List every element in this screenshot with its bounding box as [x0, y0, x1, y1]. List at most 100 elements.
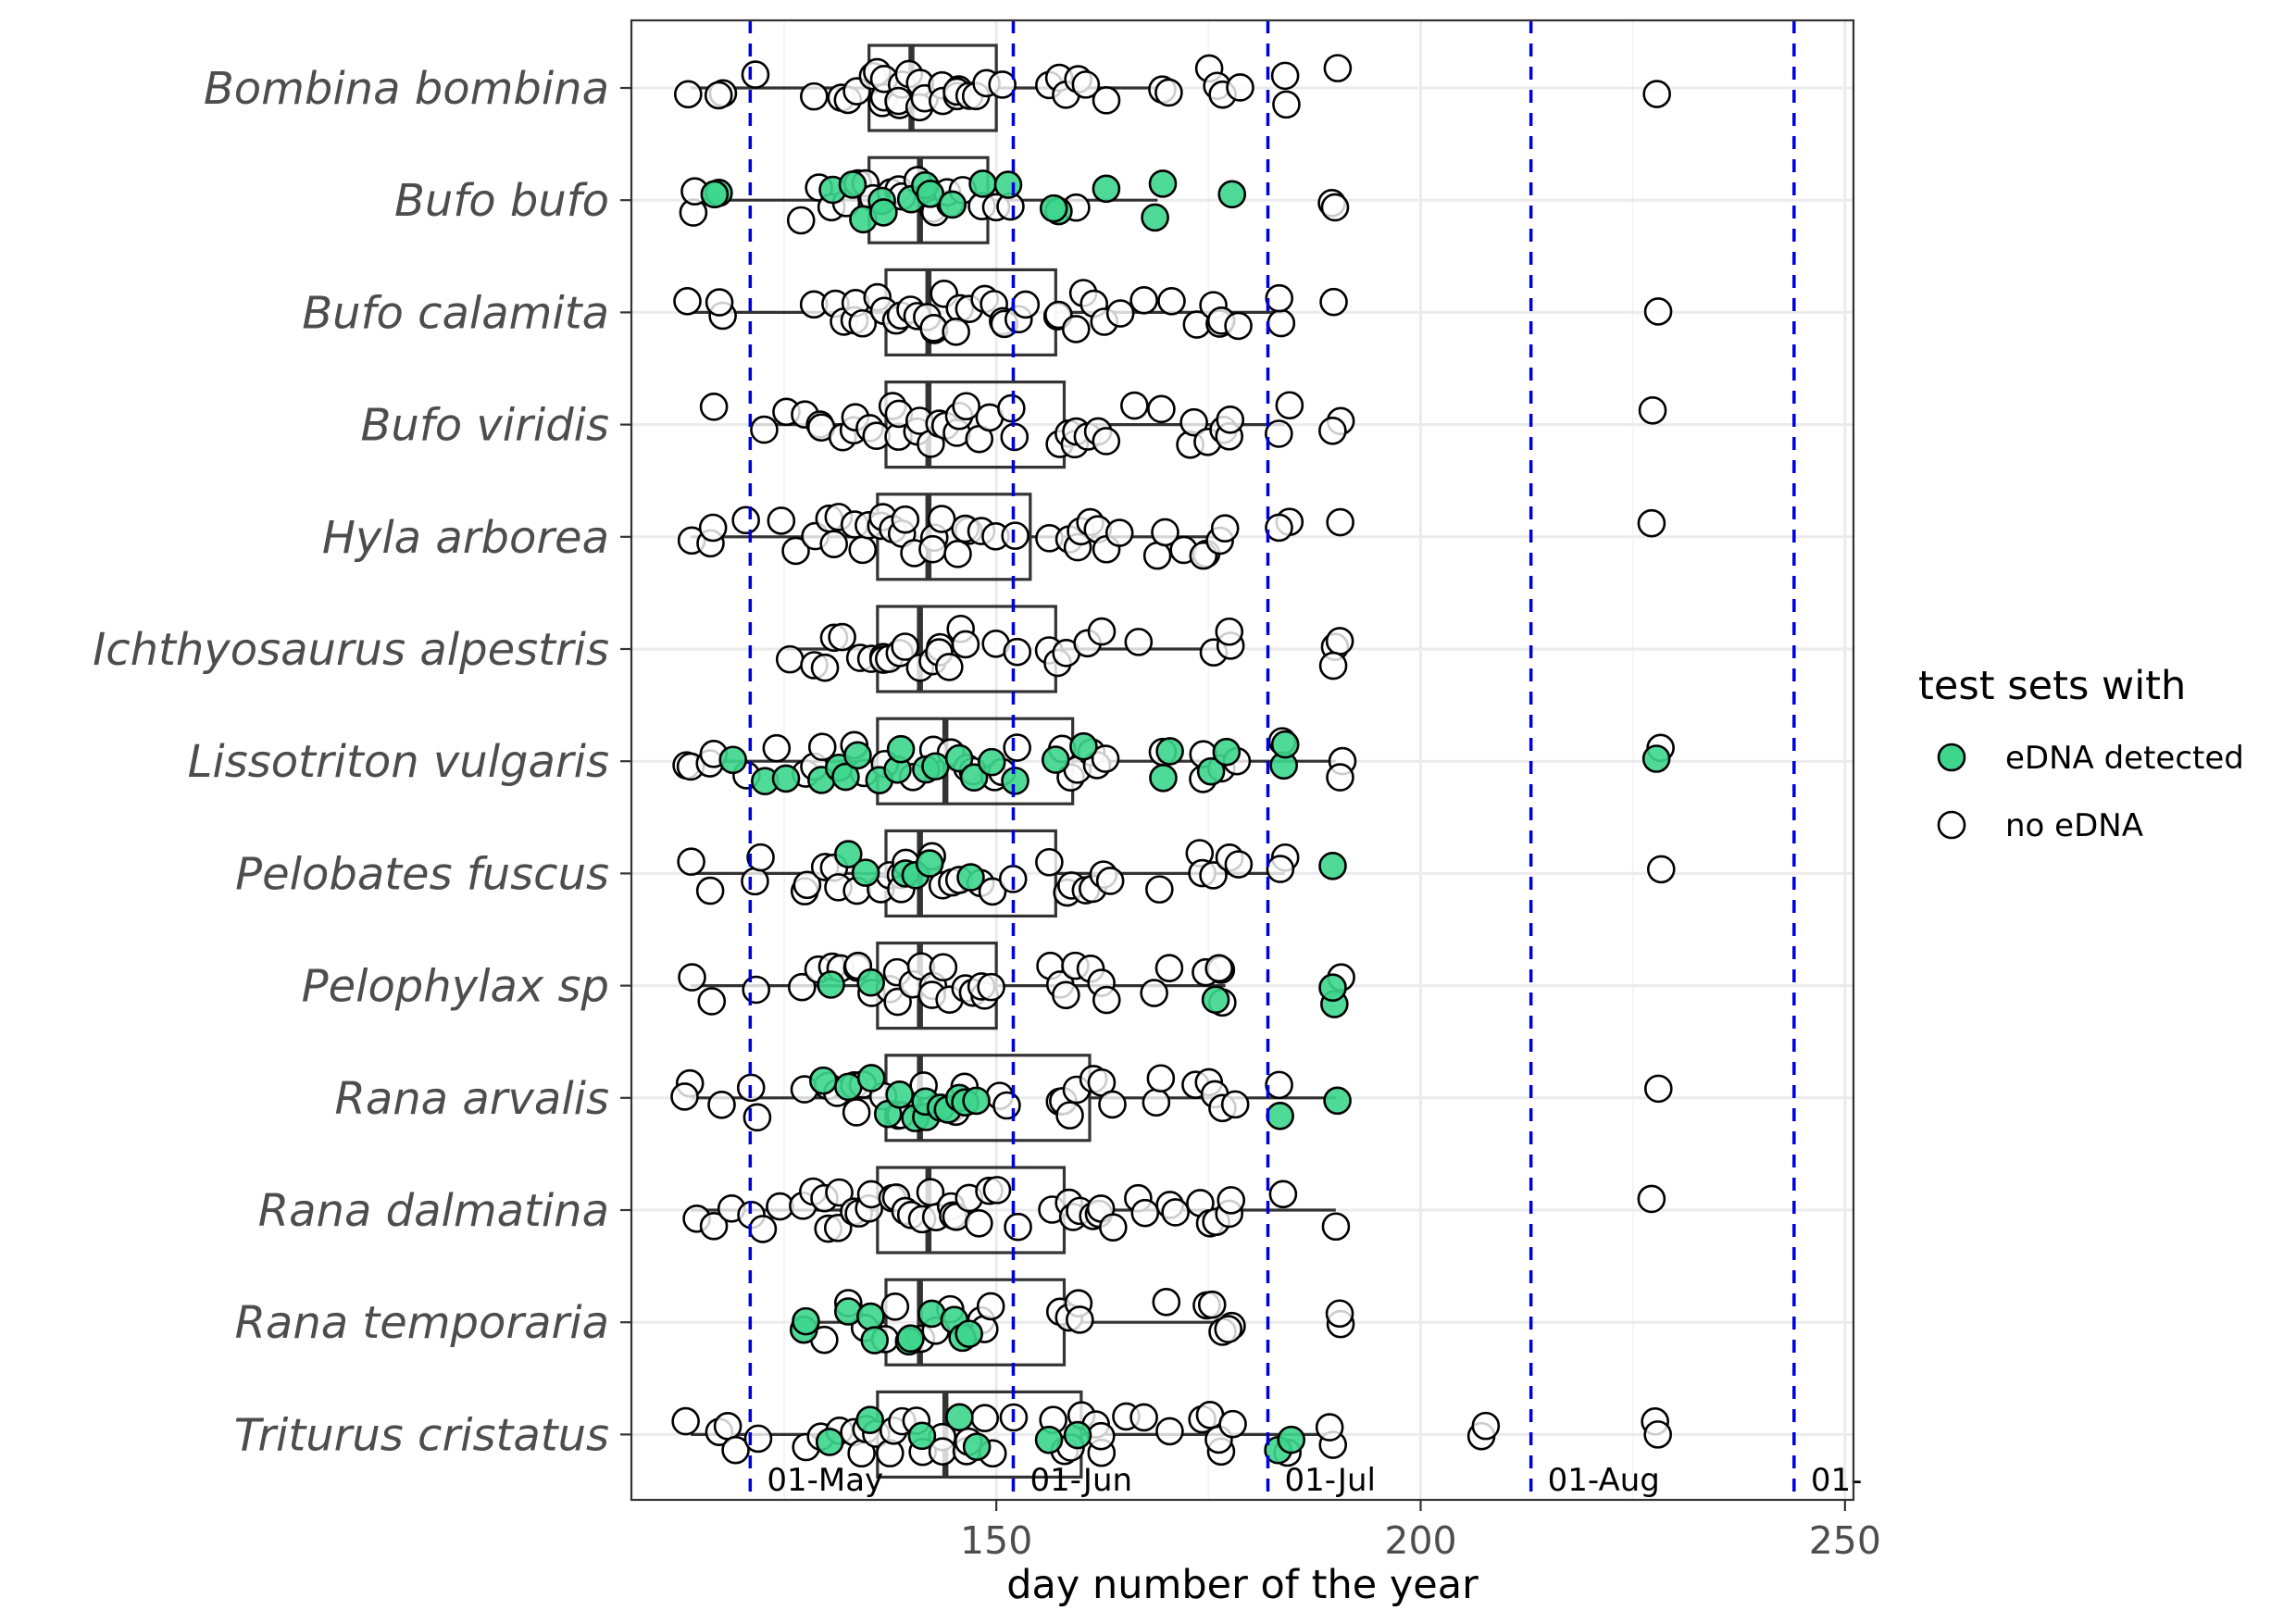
- point-no-edna-hyla-arborea-36: [1142, 541, 1172, 570]
- point-no-edna-triturus-cristatus-38: [1218, 1409, 1247, 1439]
- point-no-edna-lissotriton-vulgaris-33: [1326, 763, 1354, 792]
- point-edna-detected-bufo-bufo-12: [993, 170, 1023, 199]
- point-no-edna-bufo-calamita-45: [1643, 297, 1673, 326]
- y-tick-label-pelophylax-sp: Pelophylax sp: [302, 961, 609, 1013]
- point-no-edna-rana-dalmatina-42: [1161, 1198, 1190, 1227]
- point-edna-detected-bufo-bufo-18: [1217, 180, 1247, 209]
- plot-panel: [630, 19, 1855, 1502]
- point-no-edna-hyla-arborea-45: [1326, 507, 1354, 537]
- point-edna-detected-pelophylax-sp-0: [817, 970, 845, 999]
- point-no-edna-rana-dalmatina-47: [1217, 1186, 1246, 1215]
- ref-label-01-jul: 01-Jul: [1285, 1462, 1376, 1499]
- point-edna-detected-bufo-bufo-15: [1092, 174, 1121, 204]
- point-edna-detected-triturus-cristatus-1: [855, 1405, 884, 1435]
- point-edna-detected-triturus-cristatus-2: [907, 1421, 937, 1451]
- point-no-edna-rana-arvalis-4: [742, 1103, 772, 1132]
- point-no-edna-hyla-arborea-20: [918, 534, 947, 564]
- point-no-edna-bombina-bombina-41: [1270, 61, 1300, 91]
- point-no-edna-hyla-arborea-8: [819, 530, 849, 558]
- point-no-edna-rana-temporaria-22: [1325, 1299, 1354, 1329]
- y-tick-label-ichthyosaurus-alpestris: Ichthyosaurus alpestris: [93, 624, 609, 676]
- point-no-edna-bufo-calamita-27: [1011, 290, 1041, 319]
- point-no-edna-bufo-calamita-2: [705, 288, 734, 317]
- point-edna-detected-pelophylax-sp-2: [1201, 985, 1230, 1015]
- point-no-edna-ichthyosaurus-alpestris-2: [810, 653, 840, 682]
- point-no-edna-hyla-arborea-35: [1104, 518, 1134, 547]
- point-no-edna-bufo-calamita-43: [1265, 283, 1294, 313]
- point-no-edna-pelophylax-sp-17: [929, 953, 958, 982]
- point-edna-detected-pelobates-fuscus-5: [956, 863, 985, 892]
- point-edna-detected-rana-temporaria-3: [856, 1302, 885, 1331]
- point-no-edna-bombina-bombina-0: [674, 80, 703, 109]
- ref-label-01-jun: 01-Jun: [1030, 1462, 1133, 1499]
- point-edna-detected-lissotriton-vulgaris-24: [1641, 744, 1671, 773]
- point-no-edna-bombina-bombina-2: [704, 81, 733, 110]
- point-edna-detected-pelobates-fuscus-6: [1318, 851, 1347, 880]
- legend-label-no-edna: no eDNA: [2005, 807, 2143, 844]
- point-no-edna-bufo-calamita-8: [848, 308, 878, 338]
- point-no-edna-pelobates-fuscus-3: [746, 843, 775, 872]
- point-no-edna-bufo-viridis-21: [952, 392, 980, 421]
- y-tick-label-triturus-cristatus: Triturus cristatus: [234, 1409, 609, 1461]
- point-edna-detected-bufo-bufo-6: [869, 198, 898, 227]
- point-edna-detected-pelobates-fuscus-1: [851, 858, 880, 887]
- point-no-edna-bufo-calamita-44: [1319, 287, 1348, 317]
- point-edna-detected-lissotriton-vulgaris-15: [1001, 767, 1029, 795]
- point-no-edna-bufo-viridis-42: [1275, 391, 1304, 420]
- point-no-edna-triturus-cristatus-2: [713, 1412, 742, 1441]
- point-edna-detected-rana-temporaria-10: [955, 1319, 983, 1348]
- point-no-edna-hyla-arborea-21: [927, 505, 956, 533]
- point-no-edna-pelobates-fuscus-5: [792, 870, 822, 900]
- point-layer: [670, 54, 1676, 1468]
- point-no-edna-bufo-calamita-42: [1267, 308, 1296, 338]
- point-no-edna-rana-dalmatina-49: [1321, 1212, 1351, 1242]
- point-no-edna-pelobates-fuscus-37: [1646, 855, 1676, 884]
- point-edna-detected-bufo-bufo-14: [1039, 194, 1068, 223]
- point-no-edna-pelobates-fuscus-36: [1266, 855, 1295, 883]
- point-no-edna-pelobates-fuscus-29: [1145, 875, 1174, 904]
- point-no-edna-ichthyosaurus-alpestris-16: [935, 653, 964, 681]
- x-axis: 150 200 250: [960, 1500, 1881, 1563]
- point-no-edna-bufo-calamita-35: [1129, 285, 1158, 315]
- point-no-edna-bufo-bufo-2: [786, 206, 816, 235]
- point-edna-detected-lissotriton-vulgaris-18: [1149, 763, 1178, 793]
- point-no-edna-rana-arvalis-33: [1220, 1090, 1250, 1119]
- point-no-edna-bufo-viridis-34: [1147, 394, 1176, 424]
- point-no-edna-ichthyosaurus-alpestris-31: [1325, 627, 1354, 655]
- point-no-edna-hyla-arborea-27: [1001, 521, 1029, 550]
- point-no-edna-bombina-bombina-3: [741, 60, 770, 89]
- point-no-edna-rana-dalmatina-10: [825, 1178, 854, 1207]
- point-edna-detected-rana-arvalis-12: [962, 1086, 991, 1116]
- point-edna-detected-lissotriton-vulgaris-23: [1270, 730, 1300, 759]
- point-no-edna-triturus-cristatus-21: [970, 1404, 1000, 1433]
- point-no-edna-rana-dalmatina-4: [748, 1215, 778, 1243]
- point-edna-detected-rana-temporaria-4: [860, 1326, 890, 1355]
- point-no-edna-hyla-arborea-2: [698, 513, 728, 543]
- reference-line-layer: 01-May 01-Jun 01-Jul 01-Aug 01-: [748, 20, 1862, 1500]
- point-edna-detected-lissotriton-vulgaris-9: [886, 734, 916, 764]
- ref-label-01-aug: 01-Aug: [1548, 1462, 1660, 1499]
- point-no-edna-ichthyosaurus-alpestris-25: [1087, 617, 1117, 646]
- point-no-edna-bombina-bombina-44: [1642, 80, 1671, 108]
- point-no-edna-rana-arvalis-2: [707, 1090, 736, 1119]
- point-no-edna-pelophylax-sp-26: [1052, 980, 1080, 1010]
- point-no-edna-bombina-bombina-4: [800, 81, 829, 111]
- point-no-edna-bufo-viridis-41: [1265, 419, 1293, 448]
- point-no-edna-bufo-calamita-0: [673, 287, 702, 316]
- point-no-edna-pelophylax-sp-1: [697, 987, 727, 1016]
- y-tick-label-rana-arvalis: Rana arvalis: [334, 1073, 609, 1125]
- point-no-edna-ichthyosaurus-alpestris-0: [775, 644, 805, 674]
- point-no-edna-pelobates-fuscus-0: [677, 847, 705, 876]
- point-no-edna-bombina-bombina-28: [988, 70, 1017, 99]
- point-edna-detected-lissotriton-vulgaris-2: [771, 764, 801, 793]
- point-edna-detected-triturus-cristatus-0: [815, 1428, 844, 1456]
- point-no-edna-pelophylax-sp-3: [787, 972, 817, 1002]
- legend-title: test sets with: [1918, 663, 2186, 709]
- point-edna-detected-lissotriton-vulgaris-13: [959, 763, 989, 793]
- point-edna-detected-bufo-bufo-3: [838, 170, 867, 199]
- point-no-edna-bufo-calamita-34: [1105, 299, 1135, 328]
- point-no-edna-pelophylax-sp-0: [678, 963, 706, 992]
- point-edna-detected-triturus-cristatus-6: [1063, 1420, 1092, 1450]
- point-no-edna-rana-temporaria-15: [1152, 1288, 1181, 1317]
